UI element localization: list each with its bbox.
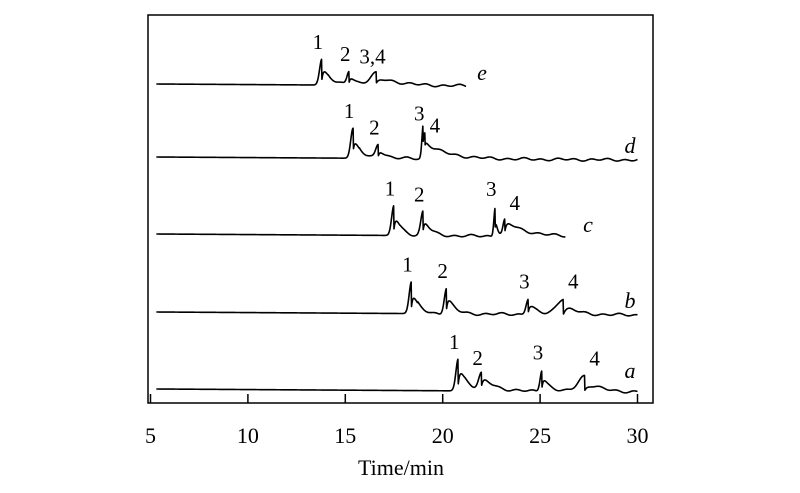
plot-frame	[147, 14, 654, 404]
peak-label-b-3: 3	[519, 269, 530, 293]
x-axis-tick-labels: 5 10 15 20 25 30	[145, 423, 649, 448]
peak-label-b-4: 4	[568, 270, 579, 294]
peak-label-b-2: 2	[437, 259, 448, 283]
x-tick-label-20: 20	[432, 423, 454, 448]
peak-label-b-1: 1	[402, 253, 413, 277]
trace-b	[155, 281, 638, 317]
peak-label-c-2: 2	[414, 183, 425, 207]
peak-label-a-2: 2	[472, 346, 483, 370]
trace-d	[155, 125, 638, 162]
x-tick-label-25: 25	[529, 423, 551, 448]
x-tick-label-10: 10	[237, 423, 259, 448]
peak-label-d-4: 4	[430, 114, 441, 138]
x-tick-label-30: 30	[627, 423, 649, 448]
x-tick-label-15: 15	[334, 423, 356, 448]
peak-label-e-3: 3,4	[359, 44, 386, 68]
peak-label-a-1: 1	[449, 330, 460, 354]
trace-label-e: e	[477, 60, 487, 85]
trace-labels: e d c b a	[477, 60, 636, 383]
trace-label-b: b	[625, 288, 636, 313]
peak-label-a-4: 4	[589, 347, 600, 371]
peak-label-e-2: 2	[340, 42, 351, 66]
peak-label-c-4: 4	[510, 191, 521, 215]
peak-label-d-2: 2	[369, 115, 380, 139]
peak-label-a-3: 3	[533, 340, 544, 364]
peak-label-c-1: 1	[385, 176, 396, 200]
trace-a	[155, 358, 638, 394]
peak-label-c-3: 3	[486, 177, 497, 201]
chromatogram-traces	[155, 58, 638, 394]
trace-c	[155, 205, 566, 238]
peak-label-e-1: 1	[313, 30, 324, 54]
trace-label-a: a	[625, 358, 636, 383]
peak-label-d-3: 3	[414, 102, 425, 126]
x-tick-label-5: 5	[145, 423, 156, 448]
trace-label-c: c	[583, 212, 593, 237]
trace-e	[155, 58, 467, 88]
x-axis-ticks	[149, 394, 639, 403]
x-axis-title: Time/min	[358, 455, 444, 480]
trace-label-d: d	[625, 133, 637, 158]
peak-label-d-1: 1	[344, 99, 355, 123]
